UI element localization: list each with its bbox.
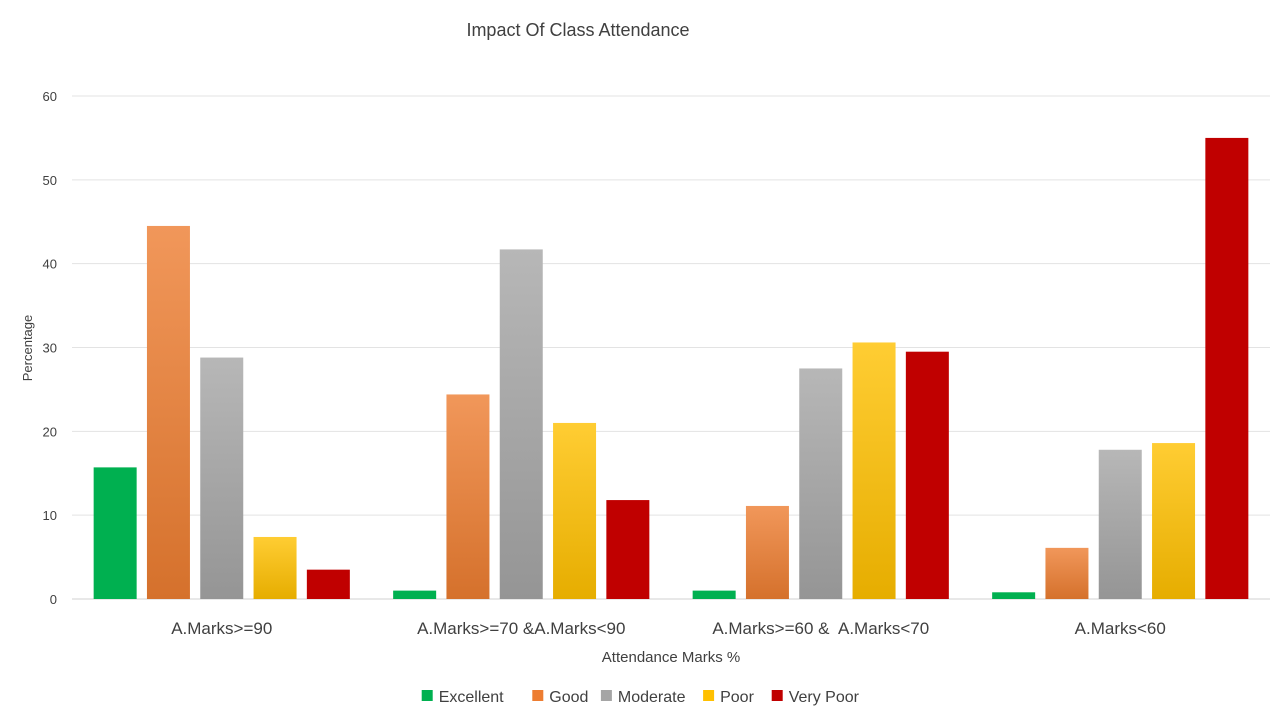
- y-tick-label: 60: [43, 89, 57, 104]
- legend-label: Good: [549, 689, 588, 706]
- bars: [93, 137, 1249, 600]
- bar-moderate: [1098, 449, 1142, 599]
- bar-very-poor: [1205, 137, 1249, 599]
- y-tick-label: 20: [43, 424, 57, 439]
- bar-good: [446, 394, 490, 599]
- bar-moderate: [799, 368, 843, 599]
- legend-swatch: [421, 690, 433, 701]
- bar-poor: [1152, 443, 1196, 599]
- legend-swatch: [600, 690, 612, 701]
- bar-very-poor: [306, 569, 350, 599]
- x-axis-ticks: A.Marks>=90 A.Marks>=70 &A.Marks<90 A.Mark…: [171, 619, 1166, 638]
- legend-label: Very Poor: [789, 689, 860, 706]
- y-axis-title: Percentage: [20, 315, 35, 382]
- legend-swatch: [771, 690, 783, 701]
- bar-excellent: [692, 590, 736, 599]
- bar-excellent: [992, 592, 1036, 599]
- bar-poor: [852, 342, 896, 599]
- legend-label: Excellent: [439, 689, 504, 706]
- gridlines: [72, 95, 1270, 600]
- x-tick-label: A.Marks>=70 &A.Marks<90: [417, 619, 625, 638]
- legend-swatch: [703, 690, 715, 701]
- legend-label: Poor: [720, 689, 754, 706]
- y-tick-label: 40: [43, 257, 57, 272]
- legend: Excellent Good Moderate Poor Very Poor: [421, 689, 860, 706]
- bar-excellent: [393, 590, 437, 599]
- bar-very-poor: [905, 351, 949, 599]
- x-tick-label: A.Marks<60: [1075, 619, 1166, 638]
- chart-title: Impact Of Class Attendance: [466, 20, 689, 40]
- bar-excellent: [93, 467, 137, 599]
- bar-good: [1045, 547, 1089, 599]
- legend-swatch: [532, 690, 544, 701]
- bar-poor: [253, 536, 297, 599]
- bar-good: [745, 505, 789, 599]
- bar-poor: [553, 422, 597, 599]
- y-tick-label: 30: [43, 341, 57, 356]
- x-tick-label: A.Marks>=90: [171, 619, 272, 638]
- legend-label: Moderate: [618, 689, 686, 706]
- y-tick-label: 10: [43, 508, 57, 523]
- y-tick-label: 0: [50, 592, 57, 607]
- y-tick-label: 50: [43, 173, 57, 188]
- y-axis-ticks: 0 10 20 30 40 50 60: [43, 89, 57, 607]
- bar-moderate: [499, 249, 543, 600]
- bar-moderate: [200, 357, 244, 599]
- x-tick-label: A.Marks>=60 & A.Marks<70: [712, 619, 929, 638]
- bar-very-poor: [606, 500, 650, 599]
- bar-good: [146, 225, 190, 600]
- x-axis-title: Attendance Marks %: [602, 649, 740, 666]
